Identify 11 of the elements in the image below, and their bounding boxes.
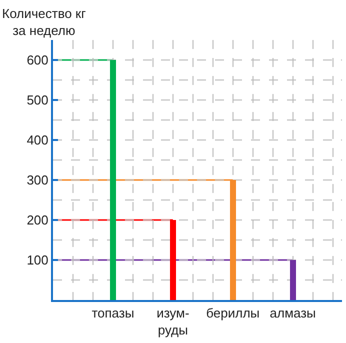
x-tick-label: топазы <box>92 306 134 321</box>
x-tick-label: алмазы <box>270 306 316 321</box>
y-tick-label: 200 <box>26 212 48 228</box>
x-tick-label: бериллы <box>206 306 260 321</box>
x-tick-label: изум- руды <box>156 306 190 338</box>
y-tick-label: 300 <box>26 172 48 188</box>
y-tick-label: 600 <box>26 52 48 68</box>
y-axis-title: Количество кг за неделю <box>2 6 86 38</box>
y-tick-label: 500 <box>26 92 48 108</box>
y-tick-label: 400 <box>26 132 48 148</box>
y-tick-label: 100 <box>26 252 48 268</box>
